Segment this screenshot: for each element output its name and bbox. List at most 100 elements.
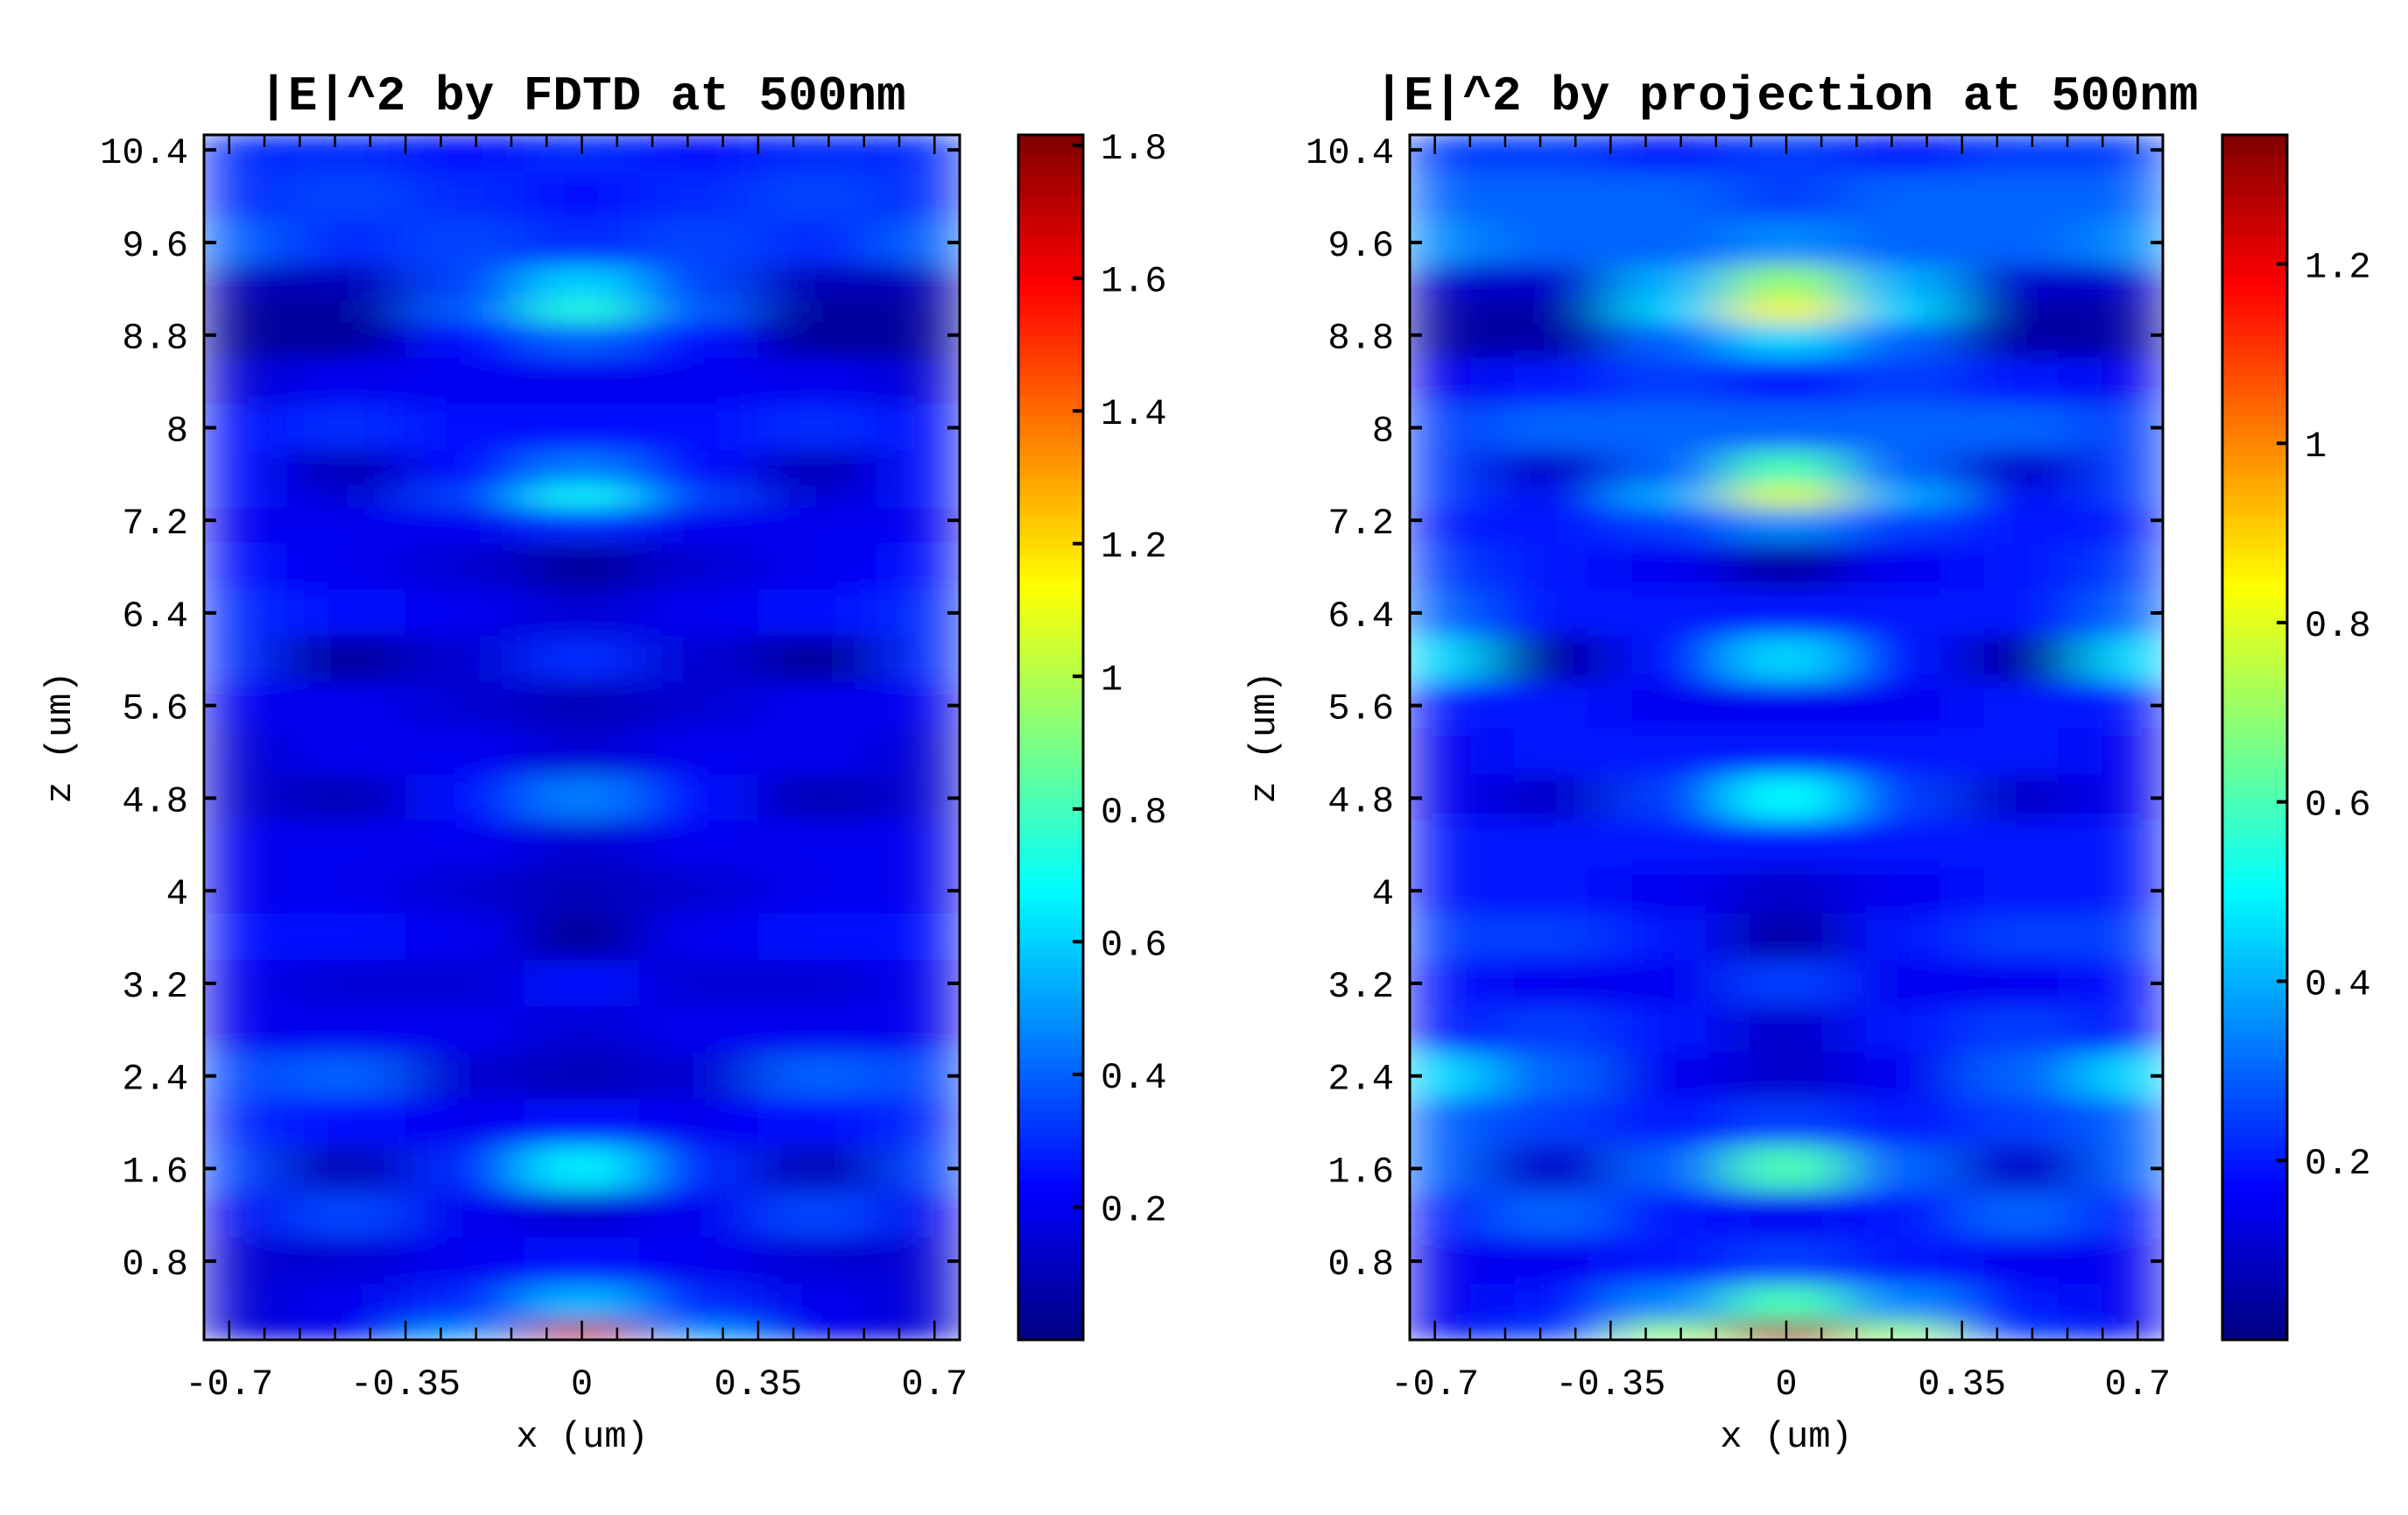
heatmap-cell	[286, 299, 406, 324]
heatmap-cell	[1410, 1098, 1494, 1146]
colorbar-segment	[1018, 1058, 1083, 1069]
heatmap-cell	[639, 821, 759, 869]
heatmap-cell	[2079, 218, 2163, 266]
colorbar-segment	[2222, 696, 2287, 708]
heatmap-cell	[1728, 450, 1845, 487]
heatmap-cell	[1843, 1145, 1963, 1193]
colorbar-segment	[2222, 1058, 2287, 1069]
heatmap-cell	[1410, 681, 1494, 729]
colorbar-segment	[1018, 917, 1083, 929]
heatmap-cell	[1728, 867, 1845, 915]
colorbar-segment	[2222, 777, 2287, 788]
heatmap-cell	[1492, 867, 1611, 915]
colorbar-segment	[2222, 907, 2287, 919]
heatmap-cell	[286, 774, 406, 822]
heatmap-cell	[639, 1284, 759, 1323]
colorbar-segment	[1018, 1138, 1083, 1150]
heatmap-cell	[1609, 821, 1729, 869]
heatmap-cell	[1961, 543, 2081, 590]
heatmap-cell	[876, 322, 960, 359]
heatmap-cell	[523, 1098, 641, 1146]
heatmap-cell	[1492, 404, 1611, 452]
heatmap-cell	[2079, 635, 2163, 683]
heatmap-cell	[1609, 218, 1729, 266]
colorbar-segment	[2222, 1309, 2287, 1321]
heatmap-cell	[1961, 588, 2081, 637]
heatmap-cell	[1843, 264, 1963, 301]
colorbar-segment	[2222, 435, 2287, 447]
heatmap-cell	[757, 1145, 877, 1193]
heatmap-cell	[1410, 1321, 1494, 1340]
colorbar-segment	[2222, 1008, 2287, 1019]
colorbar-segment	[2222, 1018, 2287, 1030]
heatmap-cell	[405, 1321, 525, 1340]
heatmap-cell	[1492, 264, 1611, 301]
colorbar-segment	[2222, 997, 2287, 1010]
heatmap-cell	[639, 588, 759, 637]
colorbar-segment	[1018, 1088, 1083, 1100]
heatmap-cell	[1410, 1145, 1494, 1193]
heatmap-cell	[523, 543, 641, 590]
colorbar-segment	[2222, 264, 2287, 277]
heatmap-cell	[1961, 173, 2081, 220]
heatmap-cell	[286, 681, 406, 729]
chart-title: |E|^2 by projection at 500nm	[1375, 68, 2199, 124]
y-tick-label: 4.8	[122, 780, 188, 822]
colorbar-segment	[2222, 1269, 2287, 1280]
heatmap-cell	[1410, 485, 1494, 510]
colorbar-segment	[1018, 465, 1083, 477]
heatmap-cell	[1728, 1284, 1845, 1323]
heatmap-cell	[876, 218, 960, 266]
heatmap-cell	[286, 1098, 406, 1146]
colorbar-segment	[2222, 707, 2287, 718]
colorbar-segment	[1018, 496, 1083, 507]
heatmap-cell	[1961, 218, 2081, 266]
colorbar-segment	[2222, 616, 2287, 628]
heatmap-cell	[1843, 867, 1963, 915]
colorbar-tick-label: 0.8	[2305, 605, 2371, 647]
heatmap-cell	[405, 450, 525, 487]
heatmap-cell	[757, 357, 877, 405]
heatmap-cell	[1410, 588, 1494, 637]
colorbar-tick-label: 1.8	[1101, 128, 1167, 170]
heatmap-cell	[204, 264, 288, 301]
colorbar-segment	[2222, 365, 2287, 377]
colorbar-segment	[2222, 807, 2287, 819]
colorbar-segment	[2222, 405, 2287, 417]
heatmap-cell	[1843, 1052, 1963, 1100]
heatmap-cell	[1492, 913, 1611, 961]
colorbar-segment	[1018, 727, 1083, 738]
heatmap-cell	[2079, 1321, 2163, 1340]
heatmap-cell	[639, 322, 759, 359]
heatmap-cell	[1410, 357, 1494, 405]
heatmap-cell	[204, 508, 288, 545]
colorbar: 0.2 0.4 0.6 0.8 1 1.2	[2221, 133, 2371, 1342]
heatmap-cell	[1843, 404, 1963, 452]
colorbar-segment	[2222, 766, 2287, 779]
heatmap-cell	[405, 264, 525, 301]
heatmap-cell	[1961, 508, 2081, 545]
heatmap-cell	[286, 913, 406, 961]
heatmap-cell	[1843, 959, 1963, 1007]
colorbar-segment	[1018, 264, 1083, 277]
colorbar-tick-label: 0.8	[1101, 792, 1167, 834]
heatmap-cell	[204, 681, 288, 729]
colorbar-segment	[1018, 716, 1083, 729]
heatmap-cell	[1961, 450, 2081, 487]
heatmap-cell	[523, 173, 641, 220]
heatmap-cell	[757, 635, 877, 683]
heatmap-cell	[1843, 173, 1963, 220]
colorbar-segment	[2222, 957, 2287, 969]
heatmap-cell	[405, 913, 525, 961]
colorbar-segment	[1018, 1319, 1083, 1331]
colorbar-segment	[1018, 646, 1083, 658]
colorbar-segment	[1018, 1168, 1083, 1180]
heatmap-cell	[1728, 728, 1845, 776]
heatmap-cell	[1728, 588, 1845, 637]
colorbar-tick-label: 0.6	[1101, 924, 1167, 966]
colorbar-segment	[1018, 887, 1083, 898]
heatmap-cell	[757, 322, 877, 359]
colorbar-segment	[1018, 244, 1083, 257]
heatmap-cell	[2079, 543, 2163, 590]
colorbar-segment	[1018, 837, 1083, 849]
